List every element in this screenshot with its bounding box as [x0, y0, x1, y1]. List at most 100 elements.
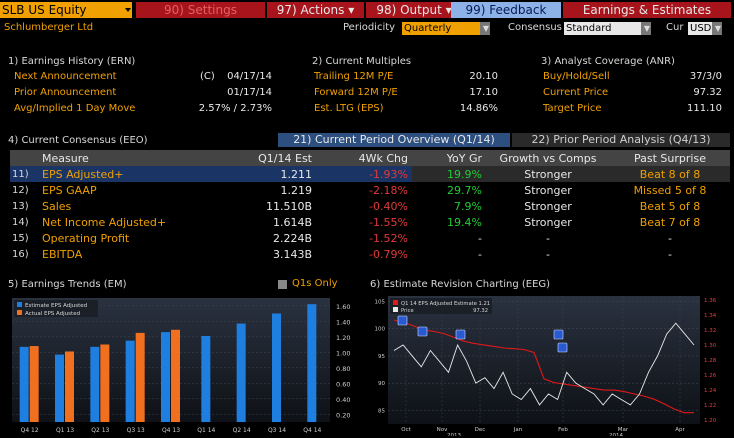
- revision-event-marker-icon[interactable]: [397, 315, 408, 326]
- tab-prior-period-analysis[interactable]: 22) Prior Period Analysis (Q4/13): [512, 133, 730, 147]
- consensus-dropdown-icon[interactable]: ▼: [641, 22, 651, 35]
- header-yoy-gr[interactable]: YoY Gr: [446, 151, 482, 165]
- y-tick-label: 0.40: [336, 396, 350, 404]
- header-measure[interactable]: Measure: [42, 151, 89, 165]
- right-y-tick-label: 1.30: [704, 343, 717, 349]
- right-y-tick-label: 1.34: [704, 313, 717, 319]
- left-y-tick-label: 85: [378, 408, 385, 414]
- header-est[interactable]: Q1/14 Est: [258, 151, 312, 165]
- ticker-field[interactable]: SLB US Equity: [0, 2, 132, 18]
- y-tick-label: 1.60: [336, 303, 350, 311]
- x-tick-label: Jan: [513, 427, 523, 433]
- feedback-button[interactable]: 99) Feedback: [451, 2, 561, 18]
- estimate-revision-title[interactable]: 6) Estimate Revision Charting (EEG): [370, 279, 551, 290]
- four-week-change-cell: -1.52%: [369, 231, 408, 245]
- avg-implied-move-label: Avg/Implied 1 Day Move: [14, 103, 136, 114]
- estimate-bar: [125, 340, 135, 422]
- ticker-dropdown-icon[interactable]: [124, 3, 132, 17]
- x-tick-label: Apr: [675, 427, 685, 433]
- currency-label: Cur: [666, 22, 684, 33]
- x-tick-label: Feb: [558, 427, 568, 433]
- past-surprise-cell: Missed 5 of 8: [633, 183, 707, 197]
- past-surprise-cell: -: [668, 247, 672, 261]
- forward-pe-label: Forward 12M P/E: [314, 87, 398, 98]
- header-4wk-chg[interactable]: 4Wk Chg: [358, 151, 408, 165]
- four-week-change-cell: -0.79%: [369, 247, 408, 261]
- consensus-header-row: Measure Q1/14 Est 4Wk Chg YoY Gr Growth …: [10, 150, 730, 166]
- periodicity-dropdown-icon[interactable]: ▼: [480, 22, 490, 35]
- right-y-tick-label: 1.32: [704, 328, 716, 334]
- periodicity-select[interactable]: Quarterly: [402, 22, 480, 35]
- table-row[interactable]: 13) Sales 11.510B -0.40% 7.9% Stronger Beat 5 …: [10, 198, 730, 214]
- measure-label: Net Income Adjusted+: [42, 215, 167, 229]
- current-consensus-title[interactable]: 4) Current Consensus (EEO): [8, 135, 148, 146]
- past-surprise-cell: -: [668, 231, 672, 245]
- growth-vs-comps-cell: Stronger: [524, 215, 572, 229]
- revision-event-marker-icon[interactable]: [553, 329, 564, 340]
- measure-cell: Sales: [38, 198, 214, 214]
- legend-box: [14, 300, 98, 317]
- table-row[interactable]: 14) Net Income Adjusted+ 1.614B -1.55% 19.4%…: [10, 214, 730, 230]
- estimate-cell: 1.211: [280, 167, 313, 181]
- legend-actual-swatch: [17, 310, 22, 315]
- prior-announcement-label: Prior Announcement: [14, 87, 117, 98]
- four-week-change-cell: -0.40%: [369, 199, 408, 213]
- forward-pe-value: 17.10: [469, 87, 498, 98]
- yoy-growth-cell: 19.9%: [412, 166, 486, 182]
- table-row[interactable]: 12) EPS GAAP 1.219 -2.18% 29.7% Stronger Misse…: [10, 182, 730, 198]
- currency-select[interactable]: USD: [688, 22, 712, 35]
- estimate-line: [393, 319, 694, 414]
- tab-current-period-overview[interactable]: 21) Current Period Overview (Q1/14): [278, 133, 510, 147]
- x-tick-label: Q3 14: [268, 427, 286, 434]
- consensus-select[interactable]: Standard: [564, 22, 641, 35]
- table-row[interactable]: 16) EBITDA 3.143B -0.79% - - -: [10, 246, 730, 262]
- price-line: [393, 322, 695, 406]
- table-row[interactable]: 11) EPS Adjusted+ 1.211 -1.93% 19.9% Stronger…: [10, 166, 730, 182]
- header-past-surprise[interactable]: Past Surprise: [634, 151, 706, 165]
- growth-vs-comps-cell: -: [546, 247, 550, 261]
- past-surprise-cell: Beat 5 of 8: [639, 199, 701, 213]
- x-tick-label: Q2 14: [233, 427, 251, 434]
- actual-bar: [171, 329, 180, 422]
- measure-cell: Operating Profit: [38, 230, 214, 246]
- row-number: 12): [12, 184, 29, 196]
- table-row[interactable]: 15) Operating Profit 2.224B -1.52% - - -: [10, 230, 730, 246]
- legend-price-value: 97.32: [473, 308, 488, 314]
- estimate-revision-chart: 85 90 95 100 105 1.20 1.22 1.24 1.26 1.28 1.30 1.32…: [375, 296, 717, 436]
- output-button[interactable]: 98) Output ▾: [366, 2, 462, 18]
- actions-button[interactable]: 97) Actions ▾: [267, 2, 364, 18]
- currency-dropdown-icon[interactable]: ▼: [712, 22, 722, 35]
- periodicity-label: Periodicity: [343, 22, 396, 33]
- ticker-label: SLB US Equity: [2, 3, 87, 17]
- revision-event-marker-icon[interactable]: [557, 342, 568, 353]
- x-tick-label: Q1 13: [56, 427, 74, 434]
- estimate-bar: [55, 354, 64, 422]
- header-growth-vs-comps[interactable]: Growth vs Comps: [499, 151, 597, 165]
- estimate-bar: [236, 323, 246, 422]
- q1s-only-checkbox[interactable]: [278, 280, 287, 289]
- growth-vs-comps-cell: Stronger: [524, 199, 572, 213]
- settings-button[interactable]: 90) Settings: [136, 2, 265, 18]
- estimate-bar: [272, 313, 281, 422]
- legend-price-label: Price: [401, 308, 414, 314]
- analyst-coverage-title[interactable]: 3) Analyst Coverage (ANR): [541, 56, 675, 67]
- x-tick-label: Oct: [401, 427, 411, 433]
- est-ltg-value: 14.86%: [459, 103, 498, 114]
- measure-cell: Net Income Adjusted+: [38, 214, 214, 230]
- four-week-change-cell: -2.18%: [369, 183, 408, 197]
- x-tick-label: Q3 13: [127, 427, 145, 434]
- measure-cell: EPS Adjusted+: [38, 166, 214, 182]
- legend-estimate-swatch: [393, 300, 398, 305]
- revision-event-marker-icon[interactable]: [455, 329, 466, 340]
- revision-event-marker-icon[interactable]: [417, 326, 428, 337]
- y-tick-label: 1.20: [336, 334, 350, 342]
- trailing-pe-value: 20.10: [469, 71, 498, 82]
- right-y-tick-label: 1.36: [704, 298, 717, 304]
- earnings-trends-title[interactable]: 5) Earnings Trends (EM): [8, 279, 127, 290]
- earnings-history-title[interactable]: 1) Earnings History (ERN): [8, 56, 136, 67]
- estimate-cell: 1.219: [280, 183, 313, 197]
- current-price-value: 97.32: [693, 87, 722, 98]
- yoy-growth-cell: 7.9%: [454, 199, 482, 213]
- estimate-bar: [90, 346, 100, 422]
- x-tick-label: Dec: [475, 427, 486, 433]
